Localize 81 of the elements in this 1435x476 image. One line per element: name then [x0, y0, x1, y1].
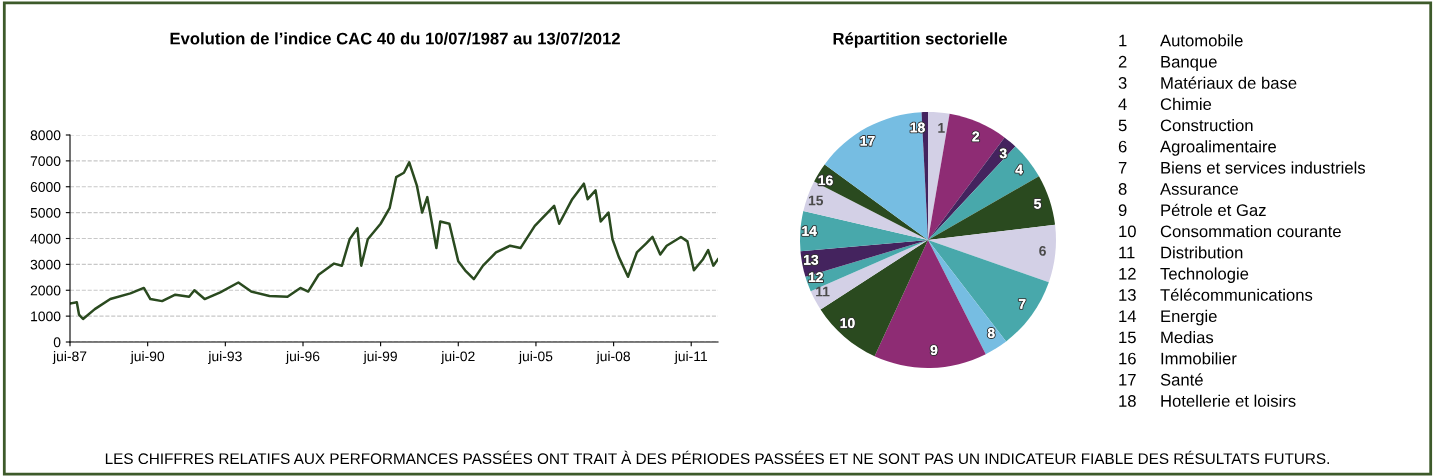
y-tick-label: 8000 — [30, 130, 61, 141]
slice-label: 17 — [860, 136, 875, 146]
slice-label: 4 — [1015, 164, 1023, 175]
slice-label: 3 — [999, 148, 1007, 159]
x-tick-label: jui-87 — [52, 351, 87, 364]
category-label: 17 — [1119, 374, 1136, 386]
slice-label: 7 — [1018, 299, 1026, 309]
slice-label: 9 — [930, 345, 938, 356]
text: Banque — [1161, 56, 1217, 71]
text: Matériaux de base — [1161, 76, 1297, 89]
slice-label: 13 — [804, 254, 819, 265]
category-label: 3 — [1118, 77, 1127, 89]
x-tick-label: jui-05 — [518, 351, 553, 364]
y-tick-label: 7000 — [30, 156, 61, 167]
text: Medias — [1161, 331, 1214, 344]
category-label: 18 — [1119, 395, 1136, 407]
category-label: 14 — [1119, 310, 1137, 322]
slice-label: 6 — [1039, 245, 1046, 256]
x-tick-label: jui-08 — [596, 351, 630, 364]
category-label: 5 — [1118, 119, 1127, 132]
text: Construction — [1160, 119, 1253, 132]
slice-label: 11 — [816, 286, 830, 297]
text: Distribution — [1161, 246, 1243, 259]
x-tick-label: jui-93 — [208, 351, 242, 364]
category-label: 8 — [1118, 183, 1127, 195]
text: Consommation courante — [1160, 225, 1341, 238]
text: Santé — [1160, 373, 1203, 386]
text: Energie — [1161, 309, 1217, 326]
category-label: 1 — [1119, 34, 1127, 47]
text: LES CHIFFRES RELATIFS AUX PERFORMANCES PASSÉES ONT TRAIT À DES PÉRIODES PASSÉES ET NE SONT PAS UN INDICATEUR FIABLE DES RÉSULTATS FUTURS. — [105, 450, 1329, 465]
text: Technologie — [1160, 267, 1249, 283]
chart-title: Evolution de l’indice CAC 40 du 10/07/1987 au 13/07/2012 — [170, 32, 620, 45]
text: Agroalimentaire — [1160, 140, 1276, 156]
slice-label: 8 — [987, 328, 995, 338]
category-label: 10 — [1119, 225, 1136, 238]
category-label: 13 — [1119, 289, 1136, 301]
pie-slice — [928, 112, 950, 240]
text: Immobilier — [1161, 352, 1237, 365]
category-label: 7 — [1118, 162, 1127, 174]
slice-label: 12 — [808, 272, 823, 282]
y-tick-label: 6000 — [30, 182, 61, 192]
slice-label: 16 — [818, 175, 833, 186]
text: Automobile — [1160, 34, 1243, 47]
category-label: 4 — [1118, 98, 1127, 110]
pie-slice — [928, 240, 1007, 355]
text: Biens et services industriels — [1161, 161, 1366, 174]
category-label: 16 — [1119, 352, 1136, 365]
text: Hotellerie et loisirs — [1161, 394, 1296, 407]
pie-slice — [928, 224, 1056, 283]
slice-label: 2 — [972, 131, 980, 142]
slice-label: 14 — [802, 226, 817, 236]
slice-label: 5 — [1034, 198, 1042, 209]
x-tick-label: jui-11 — [674, 351, 708, 364]
x-tick-label: jui-99 — [363, 351, 397, 364]
pie-slice — [928, 176, 1056, 240]
y-tick-label: 5000 — [30, 207, 61, 218]
chart-title: Répartition sectorielle — [833, 32, 1007, 48]
category-label: 9 — [1118, 204, 1127, 217]
category-label: 11 — [1119, 246, 1135, 259]
line-series — [70, 161, 718, 321]
x-tick-label: jui-96 — [285, 351, 320, 364]
y-tick-label: 4000 — [30, 233, 61, 244]
y-tick-label: 0 — [53, 337, 61, 348]
y-tick-label: 3000 — [30, 259, 61, 270]
x-tick-label: jui-90 — [130, 351, 165, 364]
text: Chimie — [1160, 97, 1212, 111]
category-label: 15 — [1119, 331, 1136, 344]
pie-slice — [874, 240, 986, 368]
text: Assurance — [1160, 183, 1238, 195]
y-tick-label: 1000 — [31, 311, 61, 322]
text: Pétrole et Gaz — [1161, 203, 1266, 217]
category-label: 6 — [1118, 140, 1127, 153]
pie-slice — [928, 113, 1005, 240]
slice-label: 10 — [840, 318, 855, 328]
category-label: 2 — [1118, 55, 1127, 68]
slice-label: 1 — [938, 123, 945, 133]
y-tick-label: 2000 — [30, 285, 61, 296]
slice-label: 15 — [808, 195, 824, 206]
category-label: 12 — [1119, 267, 1136, 280]
x-tick-label: jui-02 — [440, 351, 475, 364]
text: Télécommunications — [1160, 288, 1313, 301]
